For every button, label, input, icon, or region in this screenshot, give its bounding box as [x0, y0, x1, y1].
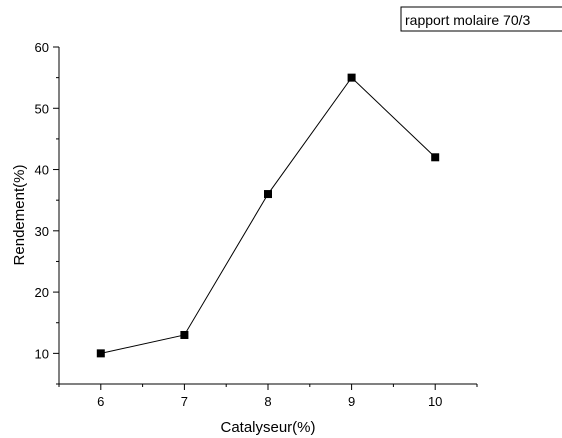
y-tick-label: 50	[35, 101, 49, 116]
data-point-marker	[264, 190, 272, 199]
data-point-marker	[347, 73, 356, 82]
x-tick-label: 6	[97, 394, 104, 409]
x-tick-label: 8	[264, 394, 271, 409]
x-tick-label: 9	[348, 394, 355, 409]
y-tick-label: 60	[35, 40, 49, 55]
series-line	[100, 76, 436, 354]
x-tick-label: 7	[181, 394, 188, 409]
legend-label: rapport molaire 70/3	[405, 12, 531, 28]
data-point-marker	[96, 349, 105, 358]
y-tick-label: 40	[35, 163, 49, 178]
y-tick-label: 30	[35, 224, 49, 239]
data-point-marker	[431, 153, 440, 162]
y-tick-label: 20	[35, 285, 49, 300]
legend: rapport molaire 70/3	[400, 6, 562, 32]
y-axis-title: Rendement(%)	[11, 165, 28, 266]
x-tick-label: 10	[428, 394, 442, 409]
y-ticks: 10 20 30 40 50 60	[35, 40, 59, 385]
y-tick-label: 10	[35, 346, 49, 361]
data-point-marker	[180, 330, 189, 339]
x-axis-title: Catalyseur(%)	[220, 419, 315, 436]
legend-box	[400, 6, 562, 32]
axes: 6 7 8 9 10 10 20 30 40 50 60	[35, 40, 478, 409]
x-ticks: 6 7 8 9 10	[58, 384, 478, 409]
plot-area	[96, 73, 440, 358]
